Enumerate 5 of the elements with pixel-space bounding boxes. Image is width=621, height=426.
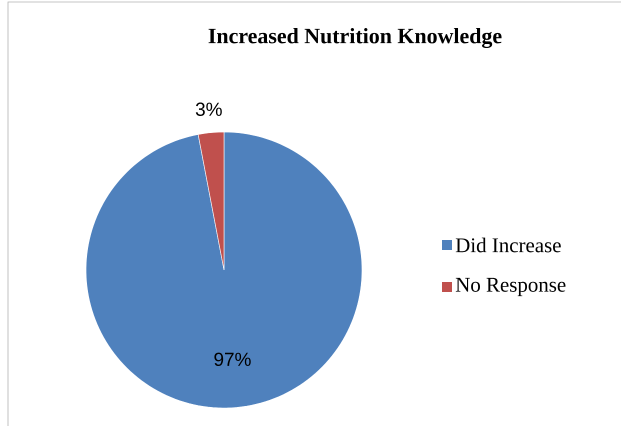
legend-label: No Response	[456, 278, 566, 296]
data-label: 3%	[196, 102, 222, 116]
chart-title: Increased Nutrition Knowledge	[208, 28, 502, 48]
data-label: 97%	[214, 352, 251, 366]
legend-label: Did Increase	[456, 238, 561, 252]
